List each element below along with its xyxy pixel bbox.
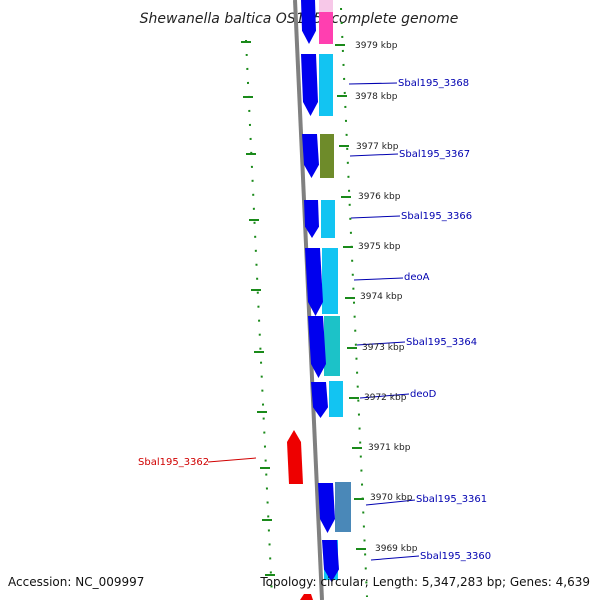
- feature-block-6: [324, 316, 340, 376]
- leader-line-2: [350, 215, 401, 219]
- leader-line-red: [207, 457, 257, 463]
- kbp-label-3975: 3975 kbp: [358, 242, 401, 252]
- leader-line-0: [348, 82, 398, 85]
- kbp-label-3974: 3974 kbp: [360, 292, 403, 302]
- gene-label-sbal195-3364[interactable]: Sbal195_3364: [406, 337, 477, 348]
- leader-line-3: [353, 277, 404, 281]
- leader-line-4: [356, 341, 406, 346]
- cds-arrow-reverse[interactable]: [287, 430, 303, 484]
- feature-block-8: [335, 482, 351, 532]
- leader-line-5: [359, 393, 410, 399]
- leader-line-6: [365, 499, 416, 506]
- feature-block-2: [319, 54, 333, 116]
- gene-label-sbal195-3367[interactable]: Sbal195_3367: [399, 149, 470, 160]
- feature-block-3: [320, 134, 334, 178]
- feature-block-0: [319, 0, 333, 12]
- feature-block-4: [321, 200, 335, 238]
- cds-arrow-4[interactable]: [304, 200, 319, 238]
- gene-label-sbal195-3368[interactable]: Sbal195_3368: [398, 78, 469, 89]
- cds-arrow-7[interactable]: [311, 382, 328, 418]
- kbp-label-3970: 3970 kbp: [370, 493, 413, 503]
- kbp-label-3972: 3972 kbp: [364, 393, 407, 403]
- cds-arrow-2[interactable]: [301, 54, 318, 116]
- kbp-tick-marks: [241, 41, 366, 576]
- feature-block-7: [329, 381, 343, 417]
- cds-arrow-8[interactable]: [318, 483, 335, 533]
- ruler-dash-left-1: [245, 39, 273, 598]
- map-title: Shewanella baltica OS195, complete genom…: [140, 11, 459, 27]
- cds-arrow-1[interactable]: [301, 0, 316, 44]
- kbp-label-3978: 3978 kbp: [355, 92, 398, 102]
- gene-label-sbal195-3366[interactable]: Sbal195_3366: [401, 211, 472, 222]
- topology-text: Topology: circular; Length: 5,347,283 bp…: [259, 575, 590, 589]
- gene-label-deoa[interactable]: deoA: [404, 272, 430, 283]
- kbp-label-3973: 3973 kbp: [362, 343, 405, 353]
- cds-arrow-3[interactable]: [302, 134, 319, 178]
- gene-label-sbal195-3360[interactable]: Sbal195_3360: [420, 551, 491, 562]
- gene-label-sbal195-3361[interactable]: Sbal195_3361: [416, 494, 487, 505]
- kbp-label-3979: 3979 kbp: [355, 41, 398, 51]
- gene-labels: Sbal195_3368 Sbal195_3367 Sbal195_3366 d…: [138, 78, 491, 562]
- gene-label-sbal195-3362[interactable]: Sbal195_3362: [138, 457, 209, 468]
- cds-arrow-6[interactable]: [308, 316, 326, 378]
- kbp-label-3976: 3976 kbp: [358, 192, 401, 202]
- dashed-ruler-left: [245, 39, 273, 598]
- cds-arrow-5[interactable]: [305, 248, 323, 316]
- accession-text: Accession: NC_009997: [8, 575, 144, 589]
- cds-track: [287, 0, 339, 600]
- feature-block-5: [322, 248, 338, 314]
- gene-label-deod[interactable]: deoD: [410, 389, 437, 400]
- kbp-labels: 3979 kbp 3978 kbp 3977 kbp 3976 kbp 3975…: [355, 41, 418, 554]
- kbp-label-3977: 3977 kbp: [356, 142, 399, 152]
- leader-line-1: [349, 153, 399, 157]
- cds-arrow-9[interactable]: [322, 540, 339, 582]
- feature-block-1: [319, 12, 333, 44]
- kbp-label-3969: 3969 kbp: [375, 544, 418, 554]
- label-leader-lines: [207, 82, 420, 561]
- kbp-label-3971: 3971 kbp: [368, 443, 411, 453]
- leader-line-7: [370, 555, 420, 561]
- cds-arrow-reverse-partial[interactable]: [300, 594, 313, 600]
